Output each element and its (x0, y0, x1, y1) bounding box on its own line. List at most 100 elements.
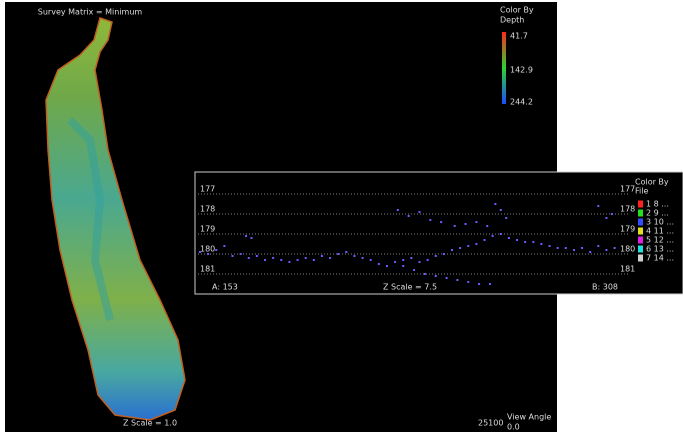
point (223, 245, 225, 247)
point (402, 265, 404, 267)
view-angle: View Angle (507, 413, 551, 422)
color-bar (502, 32, 506, 104)
point (467, 245, 469, 247)
profile-panel (195, 172, 683, 294)
view-angle: 0.0 (507, 423, 520, 432)
point (443, 253, 445, 255)
point (524, 241, 526, 243)
point (288, 261, 290, 263)
point (549, 245, 551, 247)
point (386, 265, 388, 267)
y-tick-label-right: 179 (620, 225, 635, 234)
point (313, 259, 315, 261)
point (240, 253, 242, 255)
point (248, 257, 250, 259)
point (454, 225, 456, 227)
point (410, 257, 412, 259)
point (500, 209, 502, 211)
legend-label: 244.2 (510, 98, 533, 107)
point (605, 249, 607, 251)
point (353, 255, 355, 257)
point (508, 237, 510, 239)
point (215, 249, 217, 251)
legend-title: Color By (500, 6, 534, 15)
y-tick-label: 177 (200, 185, 215, 194)
point (532, 241, 534, 243)
point (424, 273, 426, 275)
legend-title: Depth (500, 16, 524, 25)
point (256, 255, 258, 257)
y-tick-label: 179 (200, 225, 215, 234)
point (378, 263, 380, 265)
point (418, 211, 420, 213)
point (505, 217, 507, 219)
point (329, 257, 331, 259)
point (408, 215, 410, 217)
footer-value: 25100 (478, 419, 503, 428)
app-window: Survey Matrix = Minimum Color By Depth 4… (0, 0, 683, 432)
point (394, 261, 396, 263)
point (427, 259, 429, 261)
point (305, 257, 307, 259)
file-label: 4 11 ... (646, 227, 674, 236)
map-title: Survey Matrix = Minimum (38, 8, 143, 17)
file-swatch (638, 255, 643, 262)
a-label: A: 153 (212, 283, 238, 292)
point (467, 281, 469, 283)
file-label: 3 10 ... (646, 218, 674, 227)
point (232, 255, 234, 257)
y-tick-label-right: 181 (620, 265, 635, 274)
point (465, 223, 467, 225)
point (614, 247, 616, 249)
point (589, 251, 591, 253)
point (345, 251, 347, 253)
screen: Survey Matrix = Minimum Color By Depth 4… (0, 0, 683, 432)
point (565, 247, 567, 249)
file-label: 2 9 ... (646, 209, 669, 218)
point (540, 243, 542, 245)
point (478, 283, 480, 285)
point (611, 213, 613, 215)
point (413, 269, 415, 271)
point (605, 217, 607, 219)
point (494, 203, 496, 205)
file-swatch (638, 228, 643, 235)
point (245, 235, 247, 237)
point (484, 239, 486, 241)
y-tick-label: 178 (200, 205, 215, 214)
point (207, 253, 209, 255)
file-label: 6 13 ... (646, 245, 674, 254)
point (297, 259, 299, 261)
file-label: 7 14 ... (646, 254, 674, 263)
file-swatch (638, 219, 643, 226)
point (597, 245, 599, 247)
z-scale: Z Scale = 1.0 (123, 419, 177, 428)
point (557, 247, 559, 249)
point (429, 219, 431, 221)
point (272, 257, 274, 259)
file-swatch (638, 210, 643, 217)
point (581, 247, 583, 249)
file-swatch (638, 201, 643, 208)
point (440, 221, 442, 223)
y-tick-label: 181 (200, 265, 215, 274)
point (489, 283, 491, 285)
point (435, 255, 437, 257)
point (199, 251, 201, 253)
point (280, 259, 282, 261)
point (418, 261, 420, 263)
point (451, 249, 453, 251)
point (337, 253, 339, 255)
file-legend-title: File (635, 187, 648, 196)
point (475, 221, 477, 223)
point (456, 279, 458, 281)
point (370, 259, 372, 261)
point (435, 275, 437, 277)
point (446, 277, 448, 279)
file-swatch (638, 237, 643, 244)
y-tick-label-right: 177 (620, 185, 635, 194)
legend-label: 41.7 (510, 32, 528, 41)
point (597, 205, 599, 207)
point (516, 239, 518, 241)
file-label: 1 8 ... (646, 200, 669, 209)
